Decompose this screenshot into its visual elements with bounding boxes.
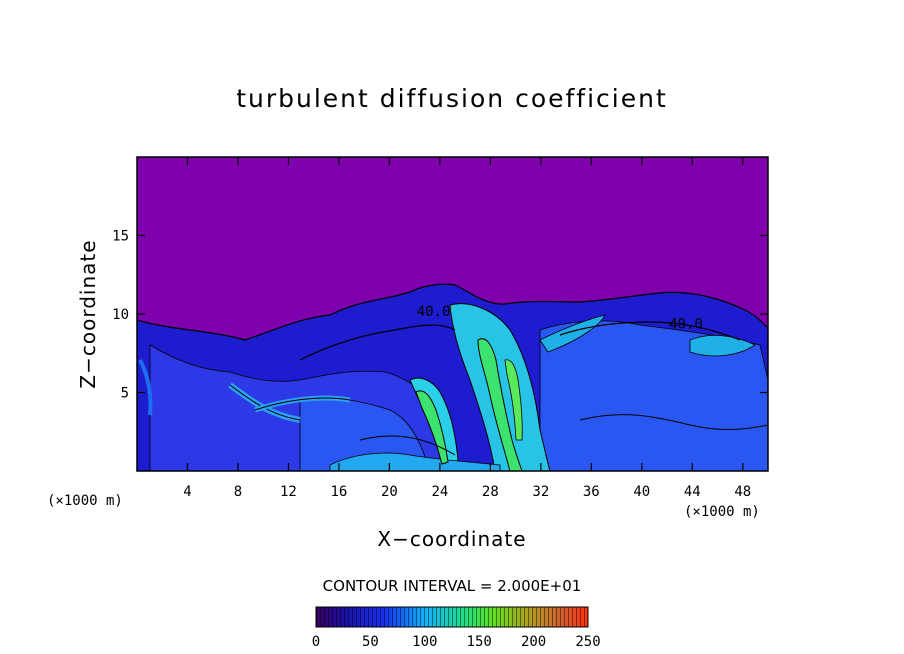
x-tick-label: 40 [633, 484, 650, 500]
contour-line [359, 435, 456, 456]
colorbar-ticks: 0 50 100 150 200 250 [312, 634, 601, 650]
x-axis-title: X−coordinate [377, 527, 526, 551]
colorbar-tick-label: 100 [412, 634, 437, 650]
contour-line [579, 414, 768, 431]
x-tick-label: 4 [183, 484, 191, 500]
y-axis-title: Z−coordinate [76, 239, 100, 388]
y-tick-label: 10 [112, 307, 129, 323]
contour-line [299, 324, 456, 361]
field-streak [138, 359, 153, 416]
x-tick-label: 32 [532, 484, 549, 500]
contour-line [559, 321, 741, 341]
field-band [329, 452, 501, 471]
x-tick-label: 28 [482, 484, 499, 500]
x-tick-label: 24 [431, 484, 448, 500]
x-tick-label: 36 [583, 484, 600, 500]
field-band [539, 314, 606, 353]
field-streak [254, 397, 351, 411]
x-tick-label: 16 [330, 484, 347, 500]
field-plume [477, 338, 523, 471]
z-unit-label: (×1000 m) [47, 493, 123, 509]
colorbar-tick-label: 50 [362, 634, 379, 650]
contour-labels: 40.0 40.0 [417, 304, 703, 333]
colorbar: 0 50 100 150 200 250 [312, 606, 601, 650]
field-plume [415, 390, 449, 465]
colorbar-stripes [316, 607, 588, 627]
contour-interval-label: CONTOUR INTERVAL = 2.000E+01 [322, 577, 582, 595]
x-tick-label: 20 [381, 484, 398, 500]
contour-label: 40.0 [417, 304, 451, 320]
field-plume [504, 359, 523, 441]
colorbar-tick-label: 0 [312, 634, 320, 650]
chart-title: turbulent diffusion coefficient [236, 84, 668, 113]
x-tick-label: 12 [280, 484, 297, 500]
field-band [689, 335, 756, 357]
colorbar-tick-label: 150 [467, 634, 492, 650]
colorbar-frame [315, 606, 589, 628]
field-patch [539, 320, 768, 471]
y-tick-label: 15 [112, 229, 129, 245]
x-tick-label: 44 [684, 484, 701, 500]
x-tick-label: 48 [734, 484, 751, 500]
colorbar-tick-label: 200 [521, 634, 546, 650]
y-axis: 5 10 15 [112, 229, 768, 402]
x-tick-label: 8 [234, 484, 242, 500]
x-unit-label: (×1000 m) [684, 504, 760, 520]
contour-label: 40.0 [669, 316, 703, 332]
x-axis: 4 8 12 16 20 24 28 32 36 40 44 48 [183, 157, 751, 500]
y-tick-label: 5 [121, 386, 129, 402]
colorbar-tick-label: 250 [575, 634, 600, 650]
heatmap-field [137, 157, 768, 471]
